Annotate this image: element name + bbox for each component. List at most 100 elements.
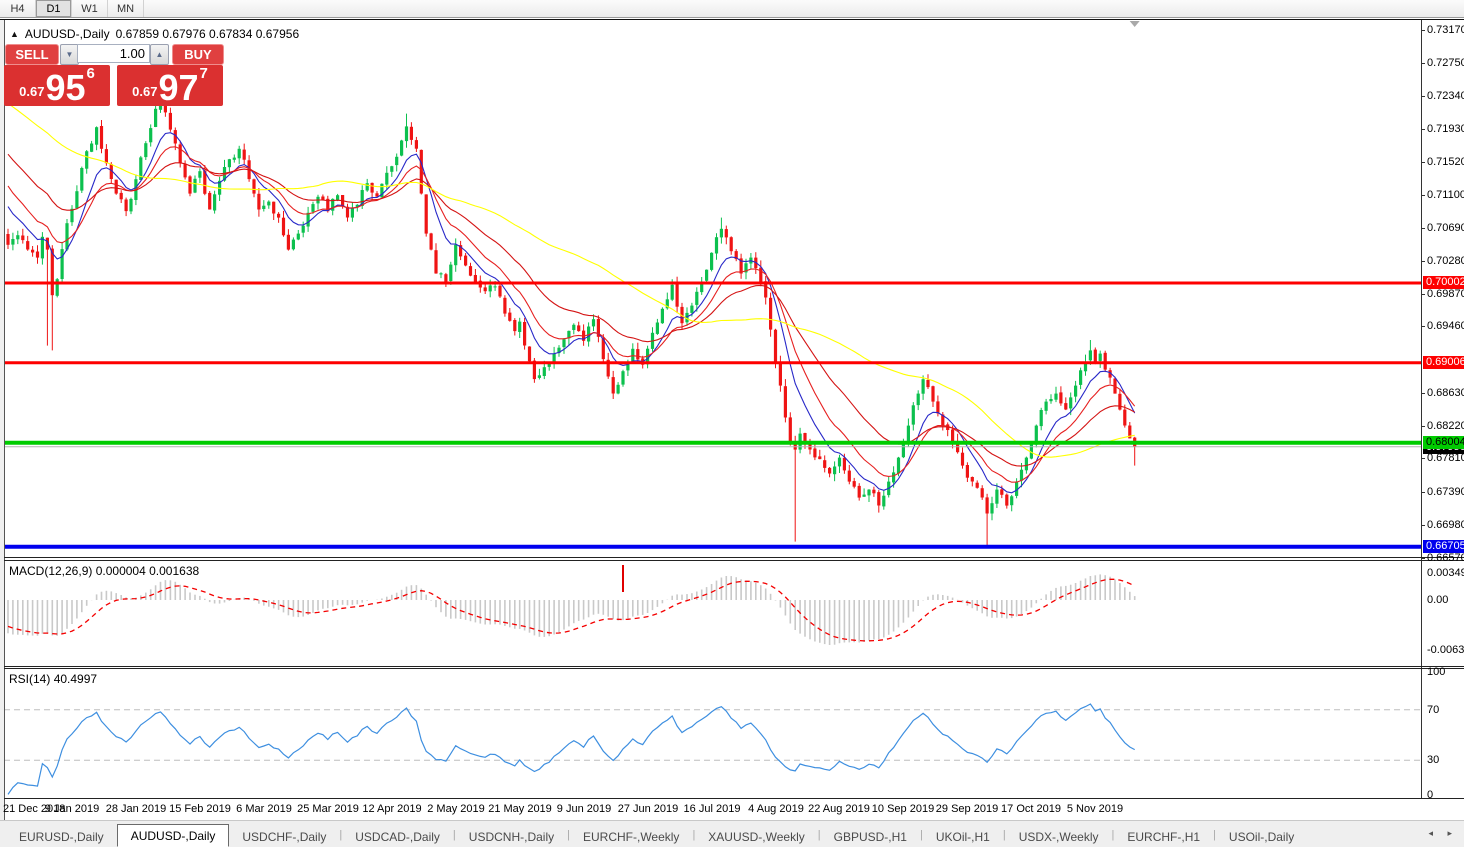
- chart-tab-usdchfdaily[interactable]: USDCHF-,Daily: [242, 830, 327, 844]
- toolbar-divider: [0, 19, 1464, 20]
- tab-separator: |: [339, 829, 343, 841]
- sell-price-pips: 6: [86, 65, 95, 82]
- price-tick-mark: [1421, 162, 1425, 163]
- date-axis-label: 10 Sep 2019: [871, 803, 935, 815]
- price-tick-label: 0.66980: [1427, 519, 1464, 531]
- chart-tab-eurchfh1[interactable]: EURCHF-,H1: [1127, 830, 1201, 844]
- price-tick-label: 0.71520: [1427, 156, 1464, 168]
- date-axis-label: 9 Jun 2019: [556, 803, 612, 815]
- macd-panel-border: [4, 560, 1464, 561]
- tab-separator: |: [1111, 829, 1115, 841]
- sell-price-prefix: 0.67: [19, 84, 45, 99]
- price-tick-mark: [1421, 492, 1425, 493]
- price-tick-label: 0.72750: [1427, 57, 1464, 69]
- macd-tick-label: 0.00349: [1427, 567, 1464, 579]
- chart-tab-usdcaddaily[interactable]: USDCAD-,Daily: [355, 830, 440, 844]
- price-tick-label: 0.71100: [1427, 189, 1464, 201]
- chart-tab-bar: EURUSD-,Daily AUDUSD-,Daily USDCHF-,Daily |…: [0, 820, 1464, 847]
- rsi-tick-label: 30: [1427, 754, 1440, 766]
- rsi-panel-border: [4, 668, 1464, 669]
- sell-button[interactable]: SELL: [5, 44, 59, 65]
- date-axis-label: 6 Mar 2019: [236, 803, 292, 815]
- price-tick-mark: [1421, 326, 1425, 327]
- tab-separator: |: [567, 829, 570, 841]
- tab-separator: |: [1213, 829, 1216, 841]
- price-tick-label: 0.71930: [1427, 123, 1464, 135]
- price-axis-line: [1421, 20, 1422, 799]
- price-tick-label: 0.68220: [1427, 420, 1464, 432]
- date-axis-label: 16 Jul 2019: [683, 803, 741, 815]
- timeframe-button-w1[interactable]: W1: [72, 0, 108, 17]
- price-tick-label: 0.66570: [1427, 552, 1464, 564]
- level-badge-0.68004: 0.68004: [1423, 436, 1464, 449]
- sell-price-panel[interactable]: 0.67 95 6: [4, 65, 110, 106]
- date-axis-divider: [4, 798, 1464, 799]
- price-tick-mark: [1421, 63, 1425, 64]
- buy-button[interactable]: BUY: [172, 44, 224, 65]
- timeframe-toolbar: H4 D1 W1 MN: [0, 0, 1464, 18]
- price-tick-label: 0.67390: [1427, 486, 1464, 498]
- price-tick-label: 0.70690: [1427, 222, 1464, 234]
- rsi-tick-label: 100: [1427, 666, 1446, 678]
- date-axis-label: 9 Jan 2019: [44, 803, 100, 815]
- chart-tab-usdcnhdaily[interactable]: USDCNH-,Daily: [468, 830, 555, 844]
- chart-title: ▲ AUDUSD-,Daily 0.67859 0.67976 0.67834 …: [10, 27, 299, 41]
- chart-tab-eurchfweekly[interactable]: EURCHF-,Weekly: [582, 830, 680, 844]
- collapse-arrow-icon[interactable]: ▲: [10, 29, 19, 39]
- chart-tab-usdxweekly[interactable]: USDX-,Weekly: [1018, 830, 1099, 844]
- price-tick-mark: [1421, 195, 1425, 196]
- price-tick-label: 0.72340: [1427, 90, 1464, 102]
- tab-separator: |: [817, 829, 821, 841]
- price-tick-mark: [1421, 558, 1425, 559]
- price-tick-label: 0.68630: [1427, 387, 1464, 399]
- chart-tab-eurusddaily[interactable]: EURUSD-,Daily: [19, 830, 104, 844]
- volume-increase-icon[interactable]: ▲: [150, 44, 169, 65]
- rsi-tick-label: 0: [1427, 789, 1434, 801]
- chart-tab-xauusdweekly[interactable]: XAUUSD-,Weekly: [708, 830, 805, 844]
- volume-input[interactable]: 1.00: [77, 44, 150, 63]
- timeframe-button-h4[interactable]: H4: [0, 0, 36, 17]
- chart-tab-usoildaily[interactable]: USOil-,Daily: [1228, 830, 1295, 844]
- date-axis-label: 25 Mar 2019: [297, 803, 359, 815]
- timeframe-button-mn[interactable]: MN: [108, 0, 144, 17]
- level-badge-0.70002: 0.70002: [1423, 276, 1464, 289]
- symbol-timeframe-label: AUDUSD-,Daily: [24, 27, 110, 41]
- price-tick-mark: [1421, 30, 1425, 31]
- price-tick-mark: [1421, 393, 1425, 394]
- date-axis-label: 29 Sep 2019: [935, 803, 999, 815]
- level-badge-0.66705: 0.66705: [1423, 540, 1464, 553]
- price-tick-label: 0.69870: [1427, 288, 1464, 300]
- date-axis-label: 2 May 2019: [427, 803, 485, 815]
- date-axis-label: 5 Nov 2019: [1066, 803, 1124, 815]
- tab-separator: |: [692, 829, 696, 841]
- price-tick-label: 0.73170: [1427, 24, 1464, 36]
- date-axis-label: 21 Dec 2018: [3, 803, 66, 815]
- chart-tab-audusddaily[interactable]: AUDUSD-,Daily: [116, 824, 230, 847]
- buy-price-prefix: 0.67: [132, 84, 158, 99]
- chart-tab-gbpusdh1[interactable]: GBPUSD-,H1: [833, 830, 907, 844]
- macd-tick-label: -0.00637: [1427, 644, 1464, 656]
- buy-price-pips: 7: [199, 65, 208, 82]
- date-axis-label: 4 Aug 2019: [748, 803, 804, 815]
- price-tick-label: 0.70280: [1427, 255, 1464, 267]
- date-axis-label: 17 Oct 2019: [1001, 803, 1061, 815]
- chart-tab-ukoilh1[interactable]: UKOil-,H1: [935, 830, 990, 844]
- buy-price-big: 97: [158, 67, 199, 108]
- date-axis-label: 22 Aug 2019: [808, 803, 870, 815]
- price-tick-mark: [1421, 129, 1425, 130]
- tab-separator: |: [452, 829, 456, 841]
- tab-scroll-arrows[interactable]: ◂ ▸: [1428, 828, 1458, 838]
- macd-tick-label: 0.00: [1427, 594, 1449, 606]
- rsi-panel-divider[interactable]: [4, 666, 1464, 667]
- tab-separator: |: [919, 829, 923, 841]
- level-badge-0.69006: 0.69006: [1423, 356, 1464, 369]
- timeframe-button-d1[interactable]: D1: [36, 0, 72, 17]
- price-tick-label: 0.67810: [1427, 452, 1464, 464]
- price-tick-mark: [1421, 96, 1425, 97]
- date-axis-label: 27 Jun 2019: [617, 803, 679, 815]
- buy-price-panel[interactable]: 0.67 97 7: [117, 65, 223, 106]
- chart-left-frame: [0, 20, 5, 820]
- date-axis-label: 12 Apr 2019: [362, 803, 422, 815]
- macd-panel-divider[interactable]: [4, 557, 1464, 558]
